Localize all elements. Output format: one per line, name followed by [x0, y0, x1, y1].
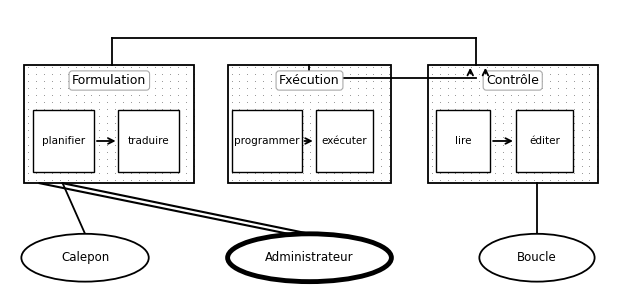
Text: programmer: programmer: [234, 136, 300, 146]
Text: planifier: planifier: [42, 136, 85, 146]
Bar: [24, 65, 194, 183]
Text: Formulation: Formulation: [72, 74, 147, 87]
Bar: [33, 110, 94, 172]
Bar: [316, 110, 373, 172]
Bar: [118, 110, 179, 172]
Text: Calepon: Calepon: [61, 251, 109, 264]
Text: Boucle: Boucle: [517, 251, 557, 264]
Bar: [428, 65, 597, 183]
Ellipse shape: [228, 234, 391, 282]
Text: exécuter: exécuter: [321, 136, 367, 146]
Bar: [232, 110, 301, 172]
Text: traduire: traduire: [128, 136, 170, 146]
Text: lire: lire: [455, 136, 471, 146]
Text: Fxécution: Fxécution: [279, 74, 340, 87]
Text: éditer: éditer: [529, 136, 560, 146]
Bar: [228, 65, 391, 183]
Text: Contrôle: Contrôle: [487, 74, 539, 87]
Ellipse shape: [21, 234, 149, 282]
Bar: [516, 110, 573, 172]
Ellipse shape: [479, 234, 595, 282]
Text: Administrateur: Administrateur: [265, 251, 354, 264]
Bar: [436, 110, 490, 172]
